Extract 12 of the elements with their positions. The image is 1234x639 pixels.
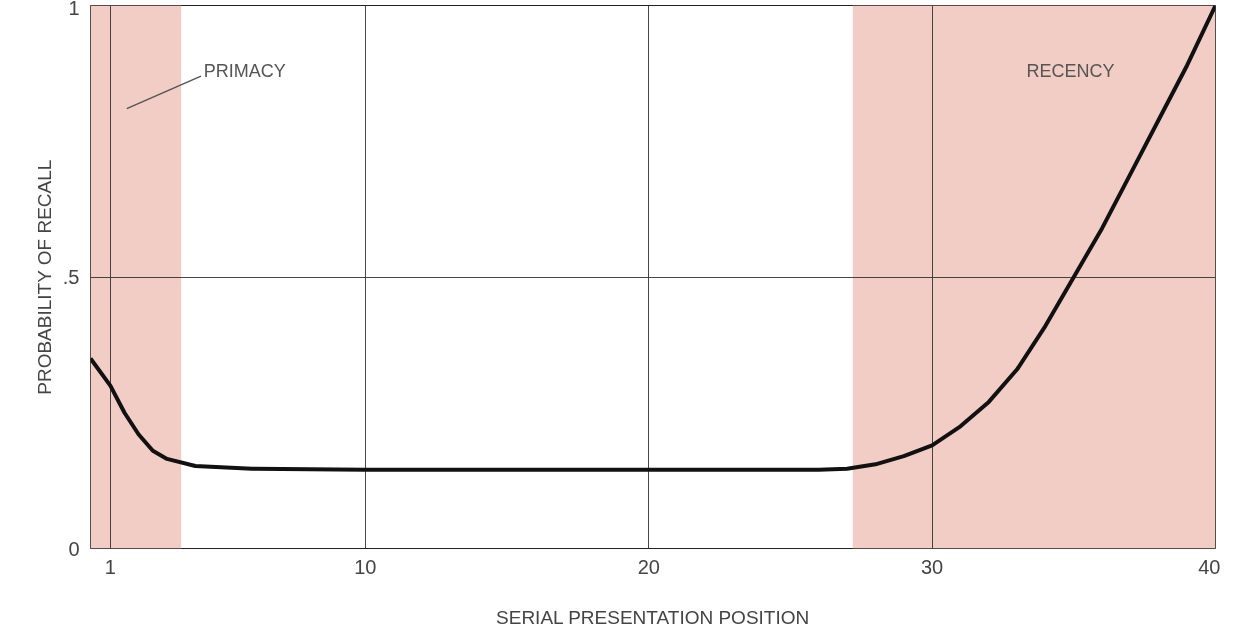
- y-tick-label: .5: [62, 266, 80, 288]
- band-label: PRIMACY: [203, 60, 286, 81]
- y-axis-title: PROBABILITY OF RECALL: [33, 159, 55, 395]
- x-tick-label: 10: [354, 555, 377, 578]
- x-tick-label: 30: [921, 555, 944, 578]
- x-tick-label: 1: [104, 555, 116, 578]
- y-tick-label: 1: [68, 0, 80, 19]
- y-tick-label: 0: [68, 537, 80, 560]
- x-axis-title: SERIAL PRESENTATION POSITION: [496, 606, 810, 628]
- x-tick-label: 20: [637, 555, 660, 578]
- band-label: RECENCY: [1026, 60, 1115, 81]
- x-tick-label: 40: [1198, 555, 1221, 578]
